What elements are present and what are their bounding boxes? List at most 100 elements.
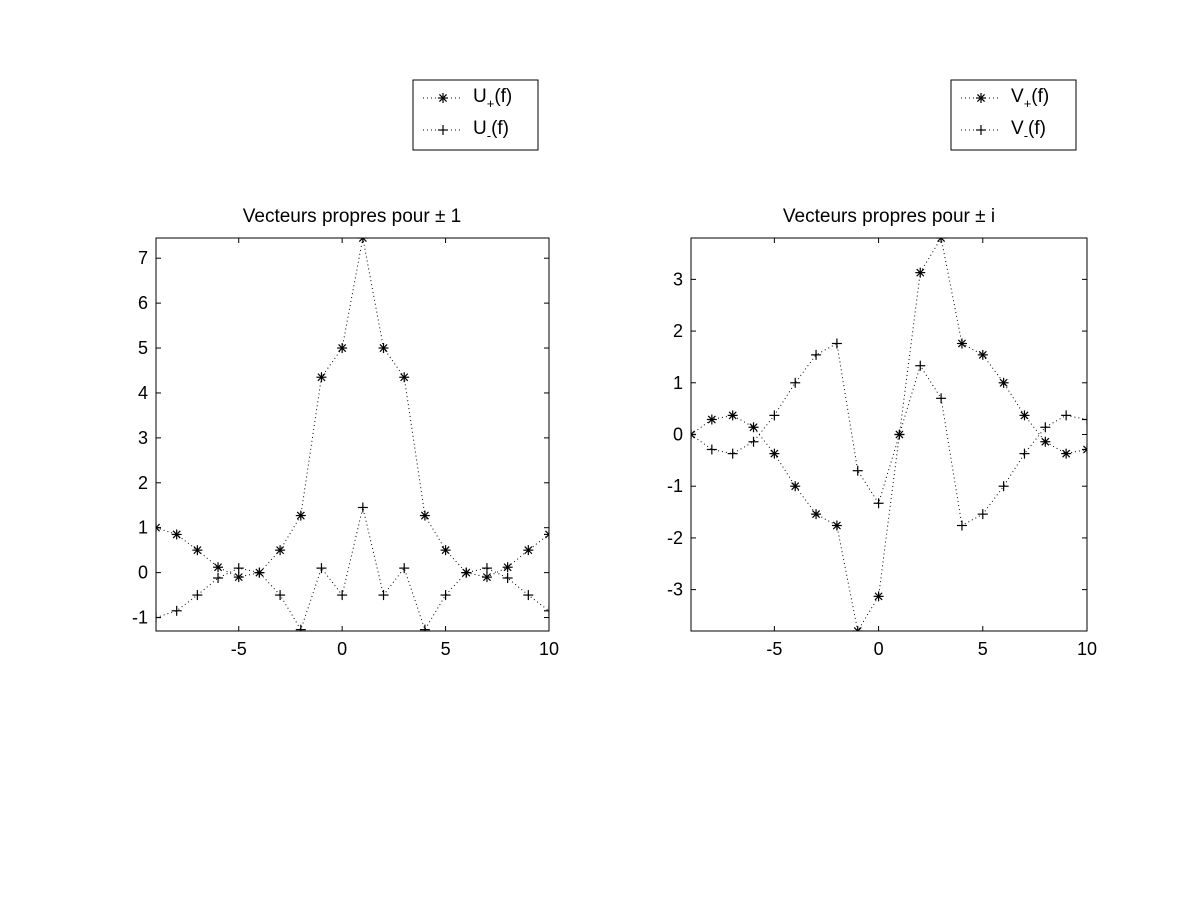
chart-left-data-point: [481, 563, 492, 574]
chart-left-ytick-label: -1: [132, 608, 148, 628]
chart-left-data-point: [440, 545, 451, 556]
chart-right-data-point: [852, 626, 863, 631]
chart-left-xtick-label: 10: [539, 639, 559, 659]
chart-left-data-point: [502, 573, 513, 584]
chart-left-data-point: [316, 563, 327, 574]
chart-right-ytick-label: 0: [673, 425, 683, 445]
chart-right-ytick-label: 1: [673, 373, 683, 393]
chart-left-data-point: [544, 605, 549, 616]
chart-right-data-point: [1061, 410, 1072, 421]
chart-right-data-point: [831, 520, 842, 531]
chart-left-data-point: [233, 563, 244, 574]
chart-left-data-point: [523, 590, 534, 601]
chart-right-data-point: [873, 591, 884, 602]
chart-left-xtick-label: 0: [337, 639, 347, 659]
chart-right-data-point: [852, 465, 863, 476]
chart-right-series-line: [691, 342, 1087, 527]
chart-left-title: Vecteurs propres pour ± 1: [243, 206, 462, 227]
chart-left-data-point: [254, 567, 265, 578]
chart-left-data-point: [275, 545, 286, 556]
chart-right-xtick-label: 0: [874, 639, 884, 659]
chart-left-data-point: [419, 510, 430, 521]
chart-right-data-point: [915, 360, 926, 371]
chart-left-data-point: [171, 605, 182, 616]
chart-right-ytick-label: -1: [667, 476, 683, 496]
chart-left-data-point: [295, 510, 306, 521]
chart-right-xtick-label: 5: [978, 639, 988, 659]
chart-right-data-point: [1040, 422, 1051, 433]
chart-right-series-plus: [691, 338, 1087, 531]
chart-right-legend-entry: V-(f): [961, 118, 1046, 143]
chart-left-series-plus: [156, 502, 549, 631]
chart-left-legend-marker: [438, 93, 448, 103]
chart-left-data-point: [481, 572, 492, 583]
chart-right-data-point: [873, 498, 884, 509]
chart-right-data-point: [998, 481, 1009, 492]
chart-right-legend-label: V+(f): [1011, 86, 1049, 111]
chart-left-data-point: [213, 573, 224, 584]
chart-right-data-point: [748, 422, 759, 433]
chart-right-series-line: [691, 238, 1087, 631]
chart-left-ytick-label: 1: [138, 518, 148, 538]
chart-right-data-point: [727, 410, 738, 421]
chart-right-data-point: [977, 349, 988, 360]
chart-left-data-point: [378, 343, 389, 354]
chart-right-data-point: [936, 238, 947, 243]
chart-right-data-point: [769, 448, 780, 459]
chart-left-data-point: [316, 372, 327, 383]
chart-right-data-point: [691, 429, 696, 440]
chart-right-ytick-label: 3: [673, 269, 683, 289]
chart-right-data-point: [936, 393, 947, 404]
chart-left-data-point: [544, 529, 549, 540]
chart-right-data-point: [811, 509, 822, 520]
chart-right-data-point: [790, 481, 801, 492]
chart-left-legend: U+(f) U-(f): [412, 79, 539, 151]
chart-right-data-point: [831, 338, 842, 349]
chart-left-data-point: [275, 590, 286, 601]
chart-left-ytick-label: 5: [138, 338, 148, 358]
chart-right-data-point: [1061, 448, 1072, 459]
chart-right-data-point: [769, 410, 780, 421]
chart-left-data-point: [233, 572, 244, 583]
chart-right-ytick-label: 2: [673, 321, 683, 341]
chart-right-data-point: [894, 429, 905, 440]
chart-right-data-point: [706, 414, 717, 425]
chart-right-ytick-label: -2: [667, 528, 683, 548]
chart-left-data-point: [171, 529, 182, 540]
chart-left-ytick-label: 7: [138, 248, 148, 268]
chart-right-legend-marker: [976, 93, 986, 103]
chart-right-data-point: [727, 448, 738, 459]
chart-right-xtick-label: -5: [766, 639, 782, 659]
chart-left-xtick-label: 5: [441, 639, 451, 659]
chart-left-data-point: [156, 522, 161, 533]
chart-left-data-point: [523, 545, 534, 556]
chart-left-axes: [155, 237, 550, 632]
chart-left-data-point: [399, 563, 410, 574]
chart-right-data-point: [956, 338, 967, 349]
chart-left-data-point: [357, 238, 368, 243]
chart-right-data-point: [1082, 444, 1087, 455]
chart-right-data-point: [1019, 410, 1030, 421]
chart-right-legend-marker: [976, 125, 986, 135]
chart-right-data-point: [956, 520, 967, 531]
chart-left-legend-entry: U+(f): [423, 86, 512, 111]
chart-right-legend: V+(f) V-(f): [950, 79, 1077, 151]
chart-right-data-point: [790, 377, 801, 388]
chart-left-data-point: [213, 562, 224, 573]
chart-left-ytick-label: 6: [138, 293, 148, 313]
chart-left-ytick-label: 2: [138, 473, 148, 493]
chart-left-data-point: [337, 590, 348, 601]
chart-left-data-point: [337, 343, 348, 354]
chart-left-data-point: [192, 545, 203, 556]
chart-right-data-point: [998, 377, 1009, 388]
chart-left-ytick-label: 3: [138, 428, 148, 448]
chart-right-legend-entry: V+(f): [961, 86, 1049, 111]
chart-right-data-point: [1040, 436, 1051, 447]
chart-left-data-point: [192, 590, 203, 601]
chart-right-axes: [690, 237, 1088, 632]
chart-left-data-point: [502, 562, 513, 573]
chart-left-legend-entry: U-(f): [423, 118, 509, 143]
chart-right-data-point: [706, 444, 717, 455]
chart-left-data-point: [378, 590, 389, 601]
chart-right-legend-box: [950, 79, 1077, 151]
